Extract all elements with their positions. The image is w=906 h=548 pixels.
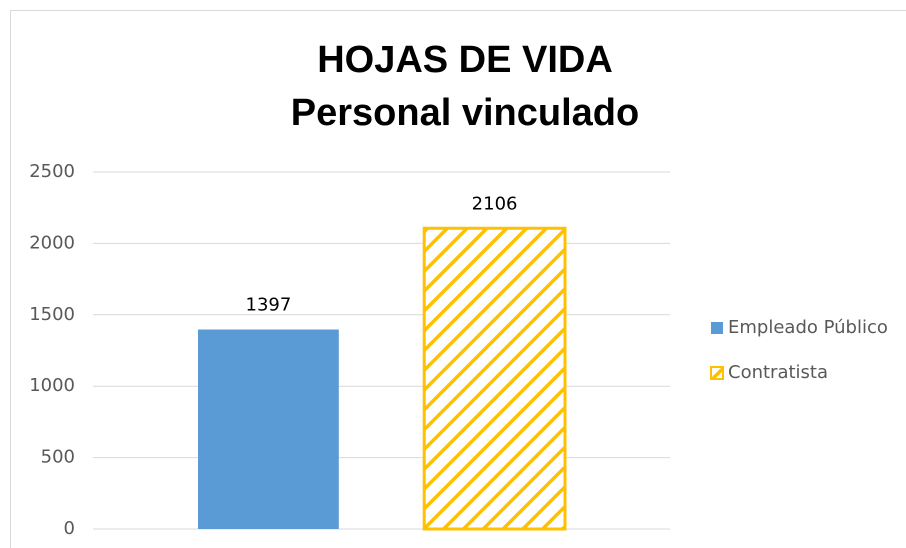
bar [198, 329, 339, 529]
bar [422, 226, 567, 531]
data-label: 2106 [472, 193, 518, 214]
y-tick-label: 500 [41, 447, 75, 468]
y-tick-label: 1500 [29, 304, 75, 325]
y-tick-label: 2000 [29, 232, 75, 253]
y-tick-label: 1000 [29, 375, 75, 396]
legend-label: Contratista [728, 362, 828, 383]
chart-title: HOJAS DE VIDA [317, 39, 613, 81]
y-tick-label: 0 [64, 518, 75, 539]
data-label: 1397 [246, 295, 292, 316]
y-tick-label: 2500 [29, 161, 75, 182]
legend-label: Empleado Público [728, 317, 888, 338]
legend-marker [711, 322, 723, 334]
chart-title: Personal vinculado [291, 92, 639, 134]
legend-marker [710, 366, 724, 380]
